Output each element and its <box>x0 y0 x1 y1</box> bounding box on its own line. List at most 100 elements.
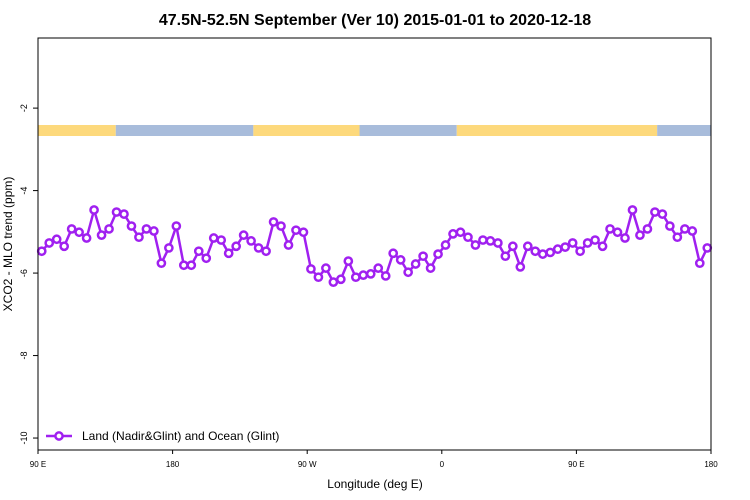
y-tick-label: -10 <box>19 432 29 445</box>
data-point <box>500 251 511 262</box>
data-point <box>560 242 571 252</box>
data-point <box>440 240 451 250</box>
data-point <box>702 243 713 253</box>
surface-segment <box>115 125 254 136</box>
data-point <box>575 246 585 257</box>
surface-segment <box>253 125 360 136</box>
data-point <box>44 238 55 248</box>
surface-segment <box>657 125 711 136</box>
data-point <box>66 224 77 234</box>
data-point <box>51 234 62 245</box>
data-point <box>590 235 600 245</box>
data-point <box>552 244 563 255</box>
data-point <box>679 224 690 234</box>
data-point <box>612 227 623 238</box>
surface-segment <box>38 125 116 136</box>
data-point <box>694 258 705 269</box>
data-point <box>515 262 526 272</box>
data-point <box>485 236 496 246</box>
data-point <box>268 217 279 227</box>
data-point <box>156 258 167 269</box>
data-point <box>530 246 541 257</box>
data-point <box>283 240 294 250</box>
y-tick-label: -2 <box>19 104 29 112</box>
data-point <box>403 267 413 278</box>
data-point <box>313 272 324 283</box>
data-point <box>635 230 645 240</box>
data-point <box>201 253 212 264</box>
data-point <box>642 224 653 234</box>
data-point <box>665 221 675 231</box>
data-point <box>373 263 384 273</box>
x-tick-label: 0 <box>440 460 445 469</box>
data-point <box>246 236 256 246</box>
data-point <box>208 233 219 243</box>
y-tick-label: -6 <box>19 269 29 277</box>
x-tick-label: 180 <box>704 460 718 469</box>
data-point <box>358 270 369 280</box>
data-point <box>567 238 578 248</box>
data-point <box>328 277 339 287</box>
x-tick-label: 90 E <box>568 460 584 469</box>
surface-segment <box>456 125 658 136</box>
data-point <box>455 227 466 238</box>
data-point <box>470 240 481 250</box>
data-point <box>193 246 204 257</box>
data-point <box>605 224 615 234</box>
data-point <box>522 241 533 252</box>
data-point <box>126 221 137 231</box>
y-axis-label: XCO2 - MLO trend (ppm) <box>1 177 15 312</box>
data-point <box>582 238 593 248</box>
data-point <box>119 209 129 219</box>
data-point <box>298 227 309 238</box>
data-point <box>74 227 84 238</box>
data-point <box>463 232 473 243</box>
data-point <box>365 269 376 279</box>
legend-label: Land (Nadir&Glint) and Ocean (Glint) <box>82 429 279 443</box>
data-point <box>253 243 264 253</box>
data-point <box>448 229 458 239</box>
data-point <box>134 232 144 243</box>
y-tick-label: -4 <box>19 187 29 195</box>
data-point <box>657 209 668 219</box>
data-point <box>478 235 488 245</box>
data-point <box>59 241 70 252</box>
data-point <box>178 260 189 271</box>
data-point <box>111 207 122 217</box>
data-point <box>597 241 608 252</box>
data-point <box>545 247 556 258</box>
data-point <box>261 246 271 257</box>
legend: Land (Nadir&Glint) and Ocean (Glint) <box>46 429 279 443</box>
data-point <box>291 225 301 236</box>
data-point <box>321 263 331 273</box>
data-point <box>171 221 182 231</box>
data-point <box>81 233 92 243</box>
data-point <box>306 264 316 274</box>
data-point <box>650 207 660 217</box>
data-point <box>672 232 683 243</box>
data-point <box>388 248 399 259</box>
plot-frame <box>37 37 712 451</box>
data-point <box>425 263 436 273</box>
surface-band <box>38 125 711 136</box>
data-point <box>104 224 114 234</box>
data-point <box>231 241 242 252</box>
x-tick-label: 90 W <box>298 460 317 469</box>
x-axis-label: Longitude (deg E) <box>327 477 422 491</box>
data-point <box>350 272 361 283</box>
data-point <box>343 256 354 266</box>
data-point <box>507 241 518 252</box>
surface-segment <box>359 125 457 136</box>
data-point <box>627 205 638 215</box>
data-point <box>89 205 99 215</box>
data-point <box>96 230 107 240</box>
data-point <box>164 243 174 253</box>
data-point <box>380 271 391 281</box>
x-tick-label: 180 <box>166 460 180 469</box>
data-point <box>620 233 630 243</box>
data-point <box>687 226 698 236</box>
data-point <box>537 249 548 259</box>
data-point <box>418 251 428 262</box>
